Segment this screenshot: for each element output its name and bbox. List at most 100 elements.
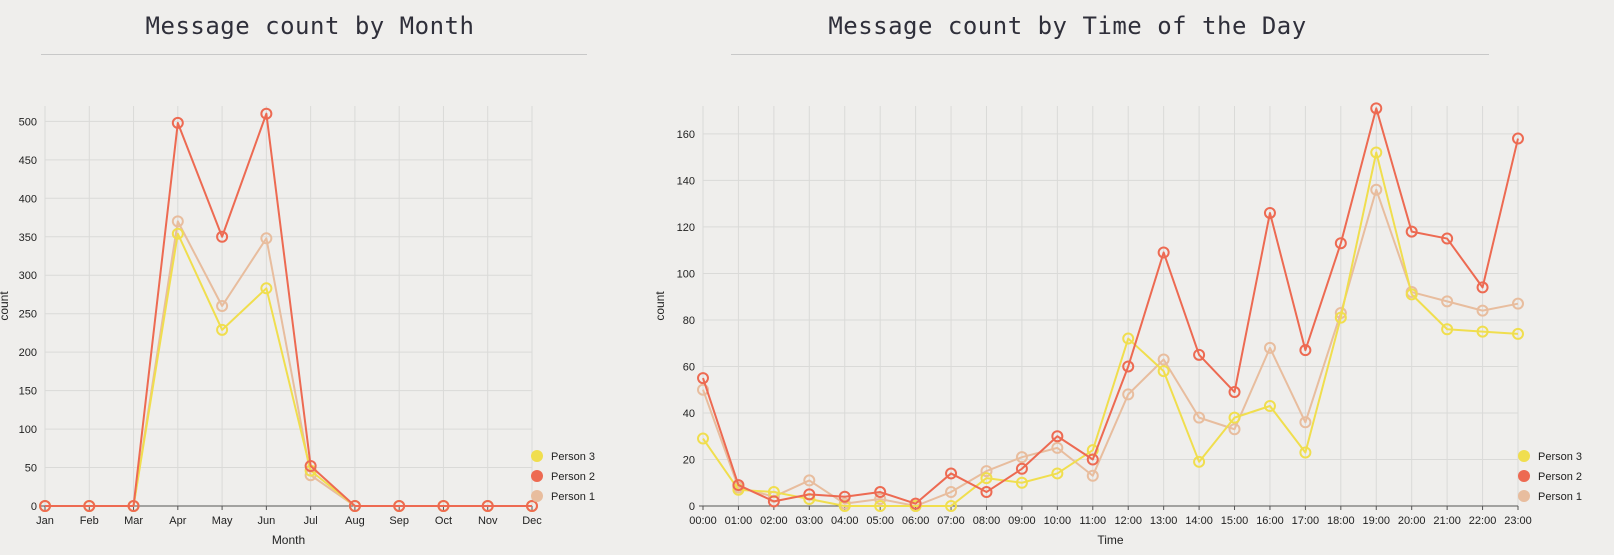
x-tick-label: Mar (124, 515, 143, 527)
data-point (1476, 325, 1489, 338)
data-point (260, 107, 273, 120)
x-tick-label: 07:00 (937, 515, 965, 527)
data-point (1370, 102, 1383, 115)
data-point (1051, 467, 1064, 480)
data-point (171, 215, 184, 228)
x-tick-label: 05:00 (866, 515, 894, 527)
data-point (1228, 386, 1241, 399)
data-point (1228, 423, 1241, 436)
grid (44, 106, 533, 507)
x-tick-label: 01:00 (725, 515, 753, 527)
y-tick-label: 140 (677, 175, 695, 187)
time-chart-svg: 0 20 40 60 80 100 120 140 160 00:00 01:00 02:00 03:0… (653, 102, 1582, 547)
data-point (83, 500, 96, 512)
data-point (1405, 225, 1418, 238)
y-tick-label: 350 (19, 232, 37, 244)
series-person-2 (39, 107, 538, 512)
y-tick-label: 60 (683, 361, 695, 373)
series-line (45, 220, 532, 507)
x-tick-label: 20:00 (1398, 515, 1426, 527)
y-tick-label: 160 (677, 129, 695, 141)
y-tick-label: 250 (19, 309, 37, 321)
data-point (216, 300, 229, 312)
legend-swatch (531, 490, 543, 502)
data-point (909, 497, 922, 510)
y-axis-label: count (653, 291, 667, 321)
title-divider (41, 54, 587, 55)
y-tick-label: 0 (31, 501, 37, 513)
legend-swatch (531, 470, 543, 482)
data-point (216, 230, 229, 243)
y-tick-label: 300 (19, 270, 37, 282)
x-tick-label: Apr (169, 515, 186, 527)
data-point (1299, 344, 1312, 357)
x-tick-label: Aug (345, 515, 365, 527)
data-point (481, 500, 494, 512)
data-point (1015, 462, 1028, 475)
data-point (945, 467, 958, 480)
series-line (45, 232, 532, 507)
data-point (1122, 388, 1135, 401)
x-tick-label: 09:00 (1008, 515, 1036, 527)
x-tick-label: 08:00 (973, 515, 1001, 527)
legend-label: Person 3 (1538, 451, 1582, 463)
grid (702, 106, 1519, 507)
series-person-2 (697, 102, 1524, 510)
data-point (39, 500, 51, 512)
month-chart-svg: 0 50 100 150 200 250 300 350 400 450 500 Jan Feb Mar A… (0, 106, 595, 547)
x-tick-label: 21:00 (1433, 515, 1461, 527)
y-tick-label: 150 (19, 386, 37, 398)
x-tick-label: 15:00 (1221, 515, 1249, 527)
data-point (945, 500, 958, 512)
data-point (1370, 146, 1383, 159)
y-tick-label: 20 (683, 454, 695, 466)
data-point (1476, 281, 1489, 294)
data-point (1157, 353, 1170, 366)
chart-title: Message count by Time of the Day (828, 12, 1307, 40)
data-point (803, 474, 816, 487)
data-point (980, 486, 993, 499)
series-line (702, 151, 1519, 507)
series-line (702, 188, 1519, 507)
x-tick-label: 14:00 (1185, 515, 1213, 527)
x-tick-label: 03:00 (796, 515, 824, 527)
data-point (1299, 416, 1312, 429)
data-point (1193, 455, 1206, 468)
x-axis-label: Month (272, 533, 305, 547)
x-tick-label: 10:00 (1044, 515, 1072, 527)
data-point (1086, 469, 1099, 482)
data-point (697, 432, 709, 445)
data-point (1015, 451, 1028, 464)
data-point (1299, 446, 1312, 459)
data-point (1370, 183, 1383, 196)
data-point (260, 282, 273, 295)
legend-swatch (531, 450, 543, 462)
series-person-3 (39, 227, 538, 512)
data-point (1051, 441, 1064, 454)
x-tick-label: 22:00 (1469, 515, 1497, 527)
data-point (1157, 246, 1170, 259)
x-tick-label: Jun (257, 515, 275, 527)
x-tick-label: 04:00 (831, 515, 859, 527)
y-tick-label: 120 (677, 222, 695, 234)
data-point (1263, 400, 1276, 412)
data-point (1334, 237, 1347, 250)
data-point (980, 465, 993, 478)
y-tick-label: 0 (689, 501, 695, 513)
y-tick-label: 40 (683, 408, 695, 420)
x-tick-label: May (212, 515, 233, 527)
y-tick-label: 80 (683, 315, 695, 327)
data-point (1051, 430, 1064, 443)
x-tick-label: 06:00 (902, 515, 930, 527)
x-tick-label: Dec (522, 515, 542, 527)
data-point (260, 232, 273, 245)
y-tick-label: 200 (19, 347, 37, 359)
data-point (1512, 327, 1524, 340)
data-point (1015, 476, 1028, 489)
data-point (732, 479, 745, 492)
x-tick-label: Sep (389, 515, 409, 527)
series-person-1 (697, 183, 1524, 512)
data-point (1334, 311, 1347, 324)
data-point (980, 472, 993, 485)
legend-swatch (1518, 450, 1530, 462)
